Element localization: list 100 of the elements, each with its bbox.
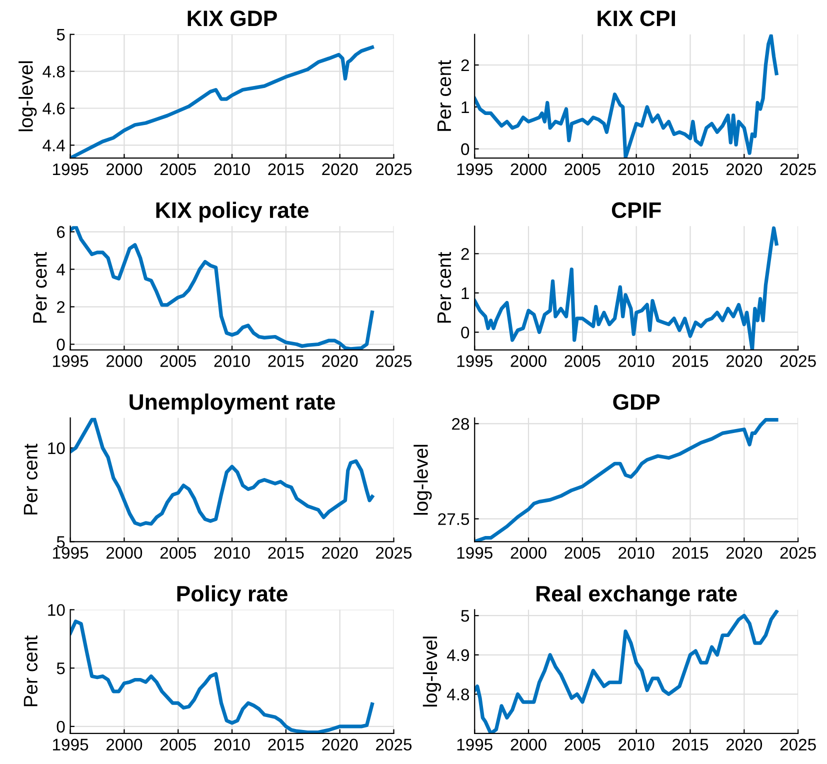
x-tick-label: 2025	[376, 163, 412, 176]
chart-title: KIX policy rate	[156, 202, 308, 222]
y-axis-title: log-level	[422, 636, 442, 706]
chart-title: KIX CPI	[598, 10, 675, 26]
line-series	[70, 226, 374, 350]
x-tick-label: 2005	[160, 738, 196, 751]
y-axis-title: log-level	[414, 444, 432, 515]
y-axis-title: Per cent	[33, 252, 47, 323]
x-tick-label: 2010	[214, 738, 250, 751]
line-series	[474, 34, 778, 158]
line-series	[70, 46, 374, 158]
x-tick-label: 2015	[268, 355, 304, 367]
y-tick-label: 0	[56, 338, 65, 350]
y-tick-label: 4.8	[42, 66, 65, 78]
x-tick-label: 2020	[726, 355, 762, 367]
x-tick-label: 2015	[672, 163, 708, 176]
x-tick-label: 1995	[457, 738, 492, 751]
chart-title: Policy rate	[177, 585, 288, 606]
x-tick-label: 2015	[672, 355, 708, 367]
x-tick-label: 2000	[510, 163, 546, 176]
x-tick-label: 2000	[106, 163, 142, 176]
chart-title: KIX GDP	[188, 10, 277, 26]
chart-title: Real exchange rate	[536, 585, 737, 606]
y-axis-title: Per cent	[438, 252, 452, 323]
x-tick-label: 2025	[780, 163, 816, 176]
chart-title: GDP	[613, 394, 660, 410]
y-tick-label: 5	[56, 28, 65, 41]
y-tick-label: 5	[56, 536, 65, 548]
x-tick-label: 2000	[510, 546, 546, 559]
x-tick-label: 1995	[457, 546, 492, 559]
x-tick-label: 1995	[53, 163, 88, 176]
x-tick-label: 2020	[322, 738, 358, 751]
chart-title: Unemployment rate	[130, 394, 335, 414]
x-tick-label: 2025	[780, 355, 816, 367]
x-tick-label: 2000	[510, 355, 546, 367]
x-tick-label: 2005	[564, 546, 600, 559]
x-tick-label: 2025	[780, 738, 816, 751]
x-tick-label: 1995	[457, 355, 492, 367]
y-tick-label: 1	[462, 102, 469, 113]
chart-title: CPIF	[612, 202, 661, 218]
y-tick-label: 4	[56, 264, 65, 276]
y-tick-label: 2	[57, 301, 65, 313]
y-tick-label: 1	[462, 288, 469, 299]
x-tick-label: 2010	[214, 163, 250, 176]
x-tick-label: 2015	[268, 738, 304, 751]
x-tick-label: 2020	[726, 546, 762, 559]
line-series	[474, 418, 778, 542]
y-tick-label: 2	[461, 248, 469, 260]
line-series	[70, 418, 374, 527]
x-tick-label: 2005	[564, 738, 600, 751]
x-tick-label: 2005	[160, 163, 196, 176]
y-tick-label: 4.8	[446, 688, 470, 700]
y-axis-title: Per cent	[438, 60, 452, 131]
y-tick-label: 10	[48, 442, 65, 454]
y-tick-label: 4.4	[42, 140, 65, 152]
x-tick-label: 1995	[53, 546, 88, 559]
y-axis-title: Per cent	[24, 444, 38, 514]
x-tick-label: 2020	[726, 163, 762, 176]
y-tick-label: 5	[56, 662, 65, 674]
x-tick-label: 2015	[268, 546, 304, 559]
x-tick-label: 2000	[106, 738, 142, 751]
x-tick-label: 2020	[322, 163, 358, 176]
x-tick-label: 2025	[376, 355, 412, 367]
x-tick-label: 1995	[457, 163, 492, 176]
line-series	[474, 610, 778, 734]
y-tick-label: 4.9	[446, 649, 469, 662]
line-series	[70, 620, 374, 734]
y-tick-label: 5	[461, 610, 470, 622]
x-tick-label: 2000	[106, 546, 142, 559]
y-tick-label: 2	[461, 59, 469, 72]
x-tick-label: 2010	[618, 163, 654, 176]
x-tick-label: 2015	[268, 163, 304, 176]
y-tick-label: 0	[461, 326, 470, 338]
x-tick-label: 2000	[510, 738, 546, 751]
y-axis-title: Per cent	[24, 636, 38, 706]
x-tick-label: 2005	[564, 355, 600, 367]
x-tick-label: 2010	[618, 546, 654, 559]
x-tick-label: 2025	[376, 546, 412, 559]
x-tick-label: 2015	[672, 738, 708, 751]
x-tick-label: 2020	[322, 546, 358, 559]
y-tick-label: 27.5	[438, 513, 470, 526]
x-tick-label: 2025	[376, 738, 412, 751]
y-axis-title: log-level	[18, 61, 37, 132]
line-series	[474, 226, 778, 350]
y-tick-label: 4.6	[42, 102, 65, 114]
x-tick-label: 2010	[214, 355, 250, 367]
x-tick-label: 2005	[160, 546, 196, 559]
x-tick-label: 2010	[618, 738, 654, 751]
x-tick-label: 2000	[106, 355, 142, 367]
x-tick-label: 2020	[726, 738, 762, 751]
x-tick-label: 2015	[672, 546, 708, 559]
x-tick-label: 2010	[618, 355, 654, 367]
y-tick-label: 28	[452, 418, 470, 430]
x-tick-label: 2025	[780, 546, 816, 559]
x-tick-label: 1995	[53, 738, 88, 751]
x-tick-label: 2020	[322, 355, 358, 367]
x-tick-label: 2005	[564, 163, 600, 176]
x-tick-label: 1995	[53, 355, 88, 367]
x-tick-label: 2005	[160, 355, 196, 367]
y-tick-label: 0	[56, 720, 65, 733]
